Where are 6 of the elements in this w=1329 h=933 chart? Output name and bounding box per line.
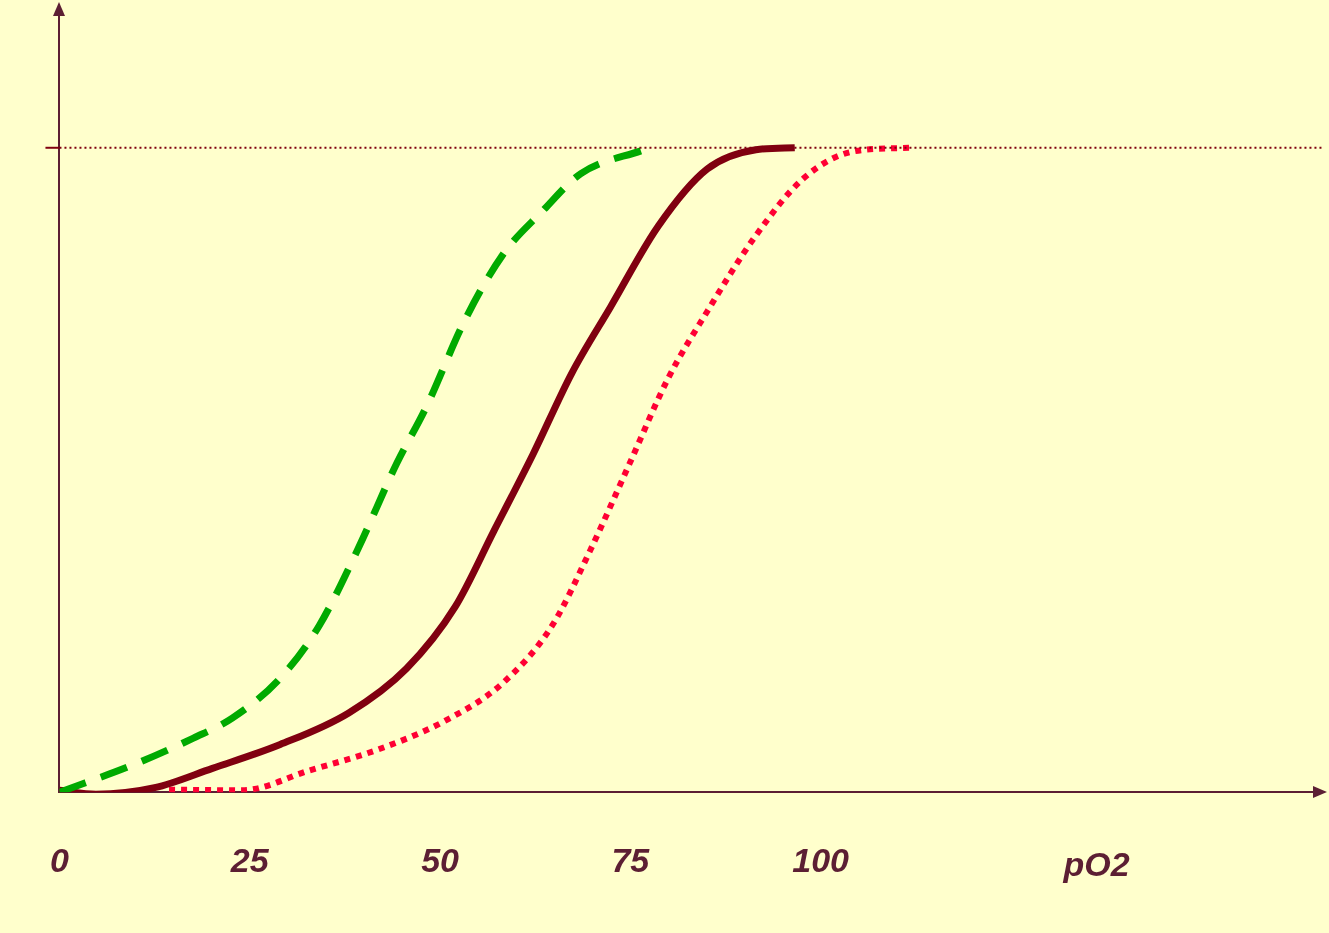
x-tick-label: 25 — [229, 840, 270, 879]
x-tick-label: 75 — [611, 840, 651, 879]
x-tick-label: 50 — [421, 840, 460, 879]
x-axis-title: pO2 — [1062, 844, 1130, 883]
x-tick-label: 100 — [792, 840, 850, 879]
x-tick-label: 0 — [49, 840, 69, 879]
